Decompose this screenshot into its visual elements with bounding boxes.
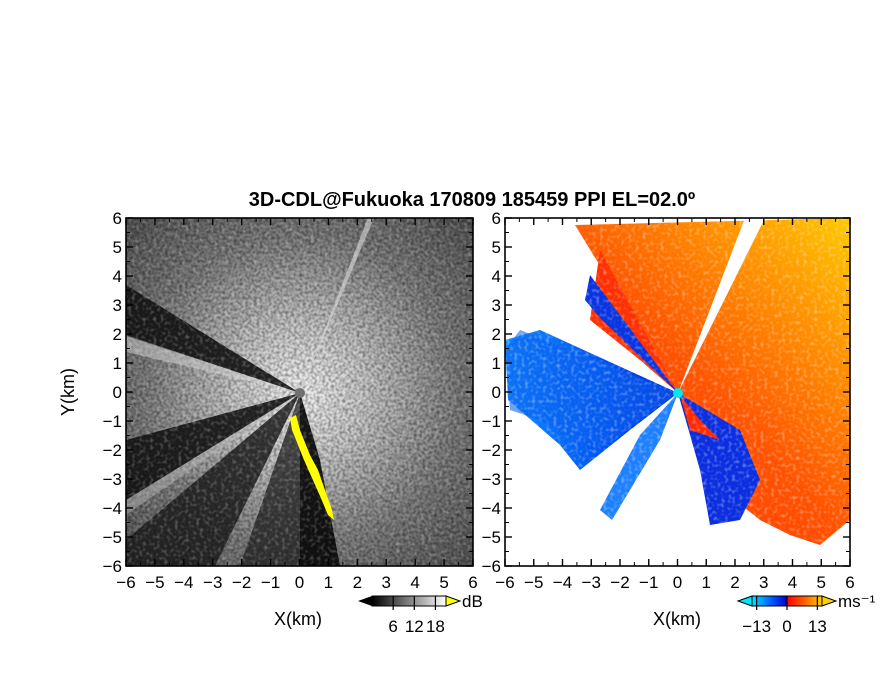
x-tick-label: −4: [174, 573, 193, 592]
x-tick-label: 0: [673, 573, 682, 592]
x-tick-label: −6: [495, 573, 514, 592]
x-tick-label: 2: [730, 573, 739, 592]
x-tick-label: 1: [702, 573, 711, 592]
x-tick-label: −4: [553, 573, 572, 592]
velocity-colorbar-unit: ms⁻¹: [838, 592, 876, 611]
y-tick-label: 6: [113, 209, 122, 228]
chart-title: 3D-CDL@Fukuoka 170809 185459 PPI EL=02.0…: [249, 189, 695, 211]
x-tick-label: −3: [203, 573, 222, 592]
x-tick-label: −1: [639, 573, 658, 592]
velocity-colorbar: −13 0 13 ms⁻¹: [736, 592, 876, 636]
radar-site-marker: [295, 388, 305, 398]
y-tick-label: 2: [492, 325, 501, 344]
y-tick-label: 0: [113, 383, 122, 402]
x-tick-label: 0: [295, 573, 304, 592]
y-tick-label: 5: [113, 238, 122, 257]
y-tick-label: 1: [492, 354, 501, 373]
colorbar-tick-label: 12: [405, 617, 424, 636]
y-tick-label: −2: [103, 441, 122, 460]
y-tick-label: 3: [113, 296, 122, 315]
y-tick-label: −1: [482, 412, 501, 431]
clutter-highlight: [290, 415, 334, 520]
x-tick-label: 3: [382, 573, 391, 592]
y-tick-label: −6: [482, 557, 501, 576]
y-tick-label: −2: [482, 441, 501, 460]
x-tick-label: −5: [145, 573, 164, 592]
y-tick-label: 2: [113, 325, 122, 344]
x-tick-label: 6: [468, 573, 477, 592]
y-tick-label: −5: [482, 528, 501, 547]
y-tick-label: 3: [492, 296, 501, 315]
x-tick-label: 6: [845, 573, 854, 592]
x-tick-label: −2: [610, 573, 629, 592]
colorbar-tick-label: 0: [782, 617, 791, 636]
y-tick-label: −4: [482, 499, 501, 518]
reflectivity-ylabel: Y(km): [58, 368, 78, 416]
radar-site-marker-velocity: [673, 388, 683, 398]
reflectivity-colorbar: 6 12 18 dB: [358, 592, 483, 636]
y-tick-label: 6: [492, 209, 501, 228]
colorbar-tick-label: 6: [388, 617, 397, 636]
y-tick-label: 0: [492, 383, 501, 402]
x-tick-label: 2: [353, 573, 362, 592]
x-tick-label: 4: [788, 573, 797, 592]
x-tick-label: −1: [261, 573, 280, 592]
colorbar-tick-label: −13: [742, 617, 771, 636]
y-tick-label: 4: [492, 267, 501, 286]
x-tick-label: 4: [410, 573, 419, 592]
x-tick-label: 1: [324, 573, 333, 592]
y-tick-label: 1: [113, 354, 122, 373]
x-tick-label: 5: [439, 573, 448, 592]
reflectivity-xlabel: X(km): [274, 609, 322, 629]
x-tick-label: −3: [582, 573, 601, 592]
y-tick-label: −5: [103, 528, 122, 547]
reflectivity-colorbar-unit: dB: [462, 592, 483, 611]
y-tick-label: −3: [103, 470, 122, 489]
colorbar-tick-label: 18: [426, 617, 445, 636]
colorbar-tick-label: 13: [808, 617, 827, 636]
y-tick-label: −6: [103, 557, 122, 576]
velocity-xlabel: X(km): [653, 609, 701, 629]
x-tick-label: −2: [232, 573, 251, 592]
x-tick-label: 3: [759, 573, 768, 592]
y-tick-label: −3: [482, 470, 501, 489]
y-tick-label: −1: [103, 412, 122, 431]
y-tick-label: 4: [113, 267, 122, 286]
y-tick-label: 5: [492, 238, 501, 257]
x-tick-label: −5: [524, 573, 543, 592]
y-tick-label: −4: [103, 499, 122, 518]
x-tick-label: 5: [817, 573, 826, 592]
x-tick-label: −6: [116, 573, 135, 592]
